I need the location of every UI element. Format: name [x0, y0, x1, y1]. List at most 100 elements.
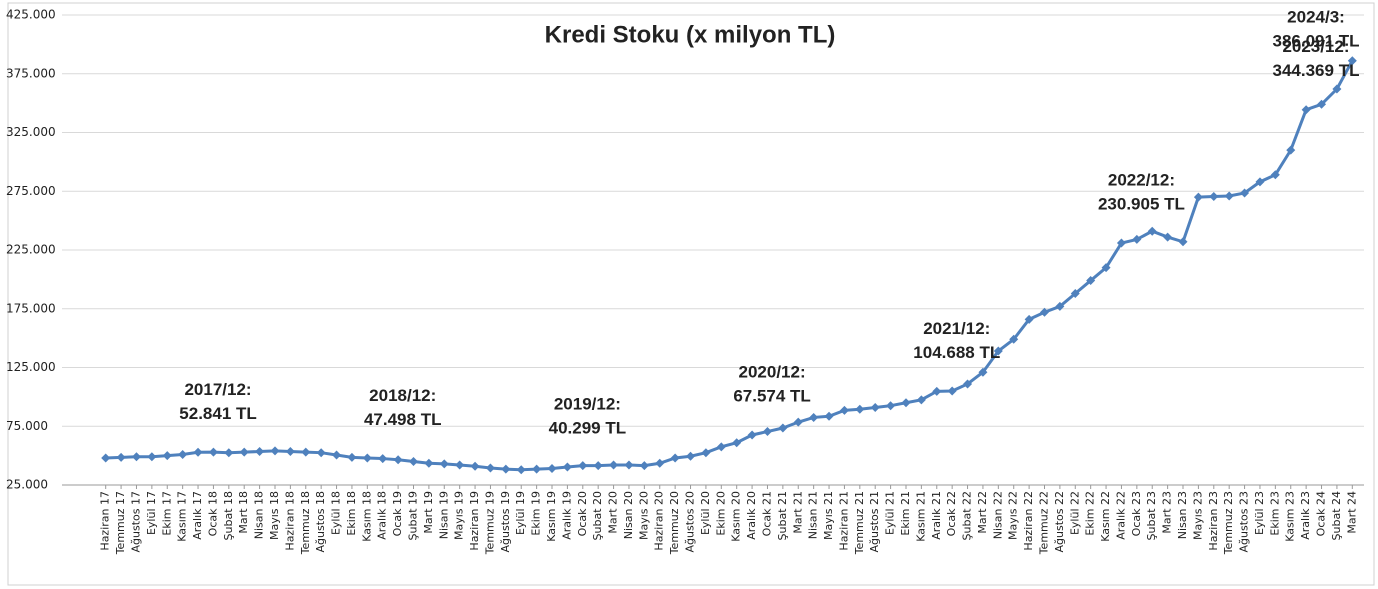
- x-tick-label: Ağustos 21: [868, 491, 881, 552]
- annotation: 67.574 TL: [733, 386, 811, 405]
- x-tick-label: Aralık 19: [560, 491, 573, 540]
- x-tick-label: Ağustos 20: [684, 491, 697, 552]
- annotation: 230.905 TL: [1098, 195, 1185, 214]
- x-tick-label: Eylül 19: [514, 491, 527, 535]
- marker: [1009, 334, 1019, 344]
- y-tick-label: 425.000: [6, 8, 56, 22]
- marker: [501, 464, 511, 474]
- marker: [1332, 84, 1342, 94]
- marker: [1055, 301, 1065, 311]
- marker: [1147, 226, 1157, 236]
- marker: [1024, 314, 1034, 324]
- x-tick-label: Ekim 18: [345, 491, 358, 536]
- x-tick-label: Kasım 22: [1099, 491, 1112, 542]
- marker: [393, 455, 403, 465]
- x-tick-label: Nisan 20: [622, 491, 635, 539]
- y-tick-label: 25.000: [6, 478, 48, 492]
- y-tick-label: 225.000: [6, 243, 56, 257]
- marker: [1255, 177, 1265, 187]
- x-tick-label: Ekim 20: [714, 491, 727, 536]
- y-tick-label: 175.000: [6, 301, 56, 315]
- marker: [609, 460, 619, 470]
- x-tick-label: Haziran 21: [837, 491, 850, 551]
- x-tick-label: Ocak 22: [945, 491, 958, 536]
- marker: [1132, 234, 1142, 244]
- x-tick-label: Mayıs 18: [268, 491, 281, 540]
- x-tick-label: Mart 18: [237, 491, 250, 534]
- x-tick-label: Ağustos 19: [499, 491, 512, 552]
- x-tick-label: Ocak 20: [576, 491, 589, 536]
- x-tick-label: Kasım 17: [176, 491, 189, 542]
- marker: [424, 458, 434, 468]
- x-tick-label: Ekim 21: [899, 491, 912, 536]
- x-tick-label: Mart 21: [791, 491, 804, 534]
- x-tick-label: Aralık 23: [1299, 491, 1312, 540]
- x-tick-label: Ocak 24: [1315, 491, 1328, 536]
- marker: [886, 401, 896, 411]
- x-tick-label: Mayıs 21: [822, 491, 835, 540]
- marker: [1070, 288, 1080, 298]
- marker: [932, 386, 942, 396]
- marker: [347, 452, 357, 462]
- x-tick-label: Ağustos 18: [314, 491, 327, 552]
- x-tick-label: Mayıs 23: [1191, 491, 1204, 540]
- line: [105, 60, 1354, 472]
- marker: [332, 450, 342, 460]
- marker: [901, 398, 911, 408]
- x-tick-label: Aralık 20: [745, 491, 758, 540]
- x-tick-label: Mayıs 22: [1007, 491, 1020, 540]
- x-tick-label: Aralık 21: [930, 491, 943, 540]
- marker: [701, 448, 711, 458]
- marker: [778, 423, 788, 433]
- x-tick-label: Eylül 17: [145, 491, 158, 535]
- x-tick-label: Şubat 20: [591, 491, 604, 540]
- x-tick-label: Şubat 19: [407, 491, 420, 540]
- x-tick-label: Ekim 19: [530, 491, 543, 536]
- x-tick-label: Şubat 24: [1330, 491, 1343, 540]
- annotation: 2019/12:: [554, 395, 621, 414]
- x-tick-label: Nisan 19: [437, 491, 450, 539]
- marker: [1224, 191, 1234, 201]
- marker: [1301, 105, 1311, 115]
- annotation: 2023/12:: [1282, 37, 1349, 56]
- marker: [1178, 237, 1188, 247]
- x-tick-label: Haziran 17: [99, 491, 112, 551]
- marker: [516, 465, 526, 475]
- marker: [578, 461, 588, 471]
- marker: [485, 463, 495, 473]
- x-tick-label: Eylül 21: [884, 491, 897, 535]
- marker: [762, 427, 772, 437]
- marker: [316, 448, 326, 458]
- y-tick-label: 375.000: [6, 66, 56, 80]
- x-tick-label: Şubat 23: [1145, 491, 1158, 540]
- x-tick-label: Mayıs 19: [453, 491, 466, 540]
- marker: [593, 461, 603, 471]
- marker: [993, 346, 1003, 356]
- marker: [624, 460, 634, 470]
- marker: [147, 452, 157, 462]
- marker: [809, 412, 819, 422]
- x-tick-label: Temmuz 18: [299, 491, 312, 555]
- x-tick-label: Temmuz 19: [483, 491, 496, 555]
- x-tick-label: Aralık 22: [1114, 491, 1127, 540]
- marker: [793, 417, 803, 427]
- x-tick-label: Haziran 20: [653, 491, 666, 551]
- x-tick-label: Kasım 20: [730, 491, 743, 542]
- y-tick-label: 125.000: [6, 360, 56, 374]
- x-tick-label: Nisan 21: [807, 491, 820, 539]
- annotation: 2020/12:: [739, 362, 806, 381]
- annotation: 344.369 TL: [1273, 61, 1360, 80]
- x-tick-label: Nisan 18: [253, 491, 266, 539]
- annotation: 52.841 TL: [179, 404, 257, 423]
- x-tick-label: Eylül 20: [699, 491, 712, 535]
- marker: [532, 464, 542, 474]
- x-tick-label: Eylül 23: [1253, 491, 1266, 535]
- x-tick-label: Ağustos 17: [129, 491, 142, 552]
- marker: [978, 367, 988, 377]
- marker: [162, 451, 172, 461]
- marker: [285, 447, 295, 457]
- x-tick-label: Haziran 18: [283, 491, 296, 551]
- marker: [547, 464, 557, 474]
- marker: [824, 411, 834, 421]
- marker: [947, 386, 957, 396]
